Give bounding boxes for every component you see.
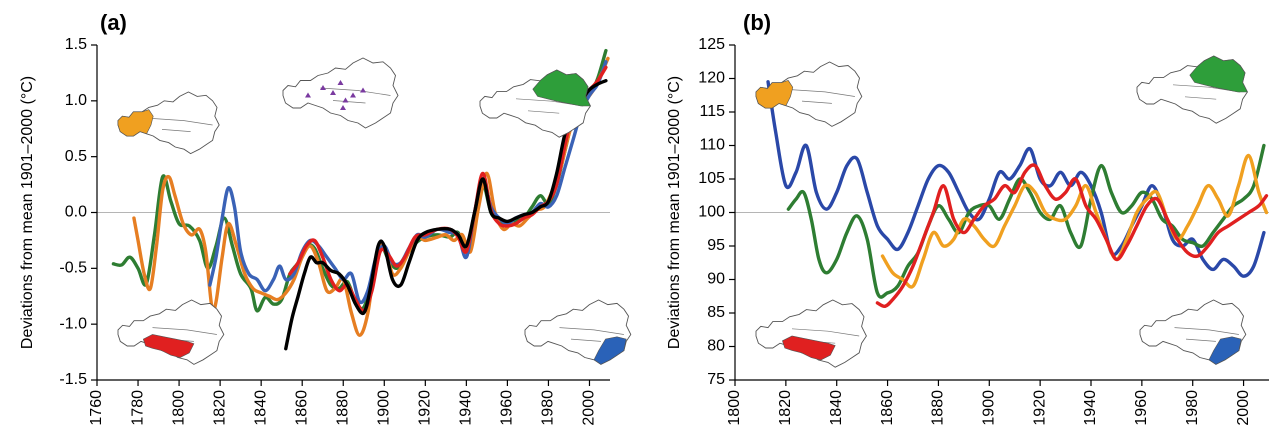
chart-a-y-tick-label: -0.5 xyxy=(59,260,87,277)
chart-b-y-tick-label: 95 xyxy=(707,237,725,254)
chart-b-x-tick-label: 1940 xyxy=(1082,390,1099,426)
chart-a-panel-label: (a) xyxy=(100,10,127,35)
region-map-south-icon xyxy=(755,299,867,368)
chart-b-y-tick-label: 100 xyxy=(698,204,725,221)
region-map-southeast-icon xyxy=(524,299,632,365)
chart-b-x-tick-label: 1920 xyxy=(1031,390,1048,426)
chart-b-y-axis-label: Deviations from mean 1901–2000 (°C) xyxy=(666,76,683,349)
chart-b-y-tick-label: 90 xyxy=(707,271,725,288)
chart-b-y-tick-label: 120 xyxy=(698,70,725,87)
chart-a-y-tick-label: 0.0 xyxy=(65,204,87,221)
station-map-icon xyxy=(282,57,399,129)
chart-a-y-axis-label: Deviations from mean 1901–2000 (°C) xyxy=(19,76,36,349)
chart-a-x-tick-label: 2000 xyxy=(581,390,598,426)
chart-b-y-tick-label: 115 xyxy=(699,103,725,120)
chart-panel-b: (b) 75 80 85 90 95 100 105 110 115 120 125 1800 1820 1… xyxy=(637,0,1274,438)
chart-a-x-tick-label: 1960 xyxy=(499,390,516,426)
chart-a-y-tick-label: 1.5 xyxy=(65,36,87,53)
chart-b-y-tick-label: 85 xyxy=(707,304,725,321)
chart-a-x-tick-label: 1860 xyxy=(293,390,310,426)
chart-b-series-3-line xyxy=(875,163,1269,309)
chart-a-x-tick-label: 1760 xyxy=(88,390,105,426)
chart-b-x-tick-label: 2000 xyxy=(1235,390,1252,426)
chart-b-x-tick-label: 1820 xyxy=(777,390,794,426)
chart-b-svg: (b) 75 80 85 90 95 100 105 110 115 120 125 1800 1820 1… xyxy=(666,10,1269,426)
chart-b-x-tick-label: 1960 xyxy=(1133,390,1150,426)
chart-b-y-tick-label: 105 xyxy=(698,170,725,187)
chart-b-x-tick-label: 1800 xyxy=(726,390,743,426)
chart-b-x-tick-label: 1900 xyxy=(981,390,998,426)
chart-a-y-tick-label: 1.0 xyxy=(65,92,87,109)
region-map-southeast-icon xyxy=(1139,299,1247,365)
chart-a-y-tick-label: -1.5 xyxy=(59,371,87,388)
chart-a-x-tick-label: 1780 xyxy=(129,390,146,426)
chart-a-x-tick-label: 1980 xyxy=(540,390,557,426)
chart-a-svg: (a) -1.5 -1.0 -0.5 0.0 0.5 1.0 1.5 1760 1780 1800 1… xyxy=(19,10,632,426)
chart-b-x-tick-label: 1840 xyxy=(828,390,845,426)
chart-b-x-tick-label: 1880 xyxy=(930,390,947,426)
region-map-south-icon xyxy=(117,299,225,365)
chart-b-y-tick-label: 80 xyxy=(707,338,725,355)
chart-a-series-4-line xyxy=(284,79,608,351)
chart-a-x-tick-label: 1880 xyxy=(334,390,351,426)
chart-b-x-tick-label: 1860 xyxy=(879,390,896,426)
chart-b-y-tick-label: 110 xyxy=(699,137,725,154)
chart-a-x-tick-label: 1900 xyxy=(375,390,392,426)
region-map-northeast-icon xyxy=(479,69,591,138)
chart-a-x-tick-label: 1840 xyxy=(252,390,269,426)
chart-a-series-1-line xyxy=(132,56,610,338)
chart-panel-a: (a) -1.5 -1.0 -0.5 0.0 0.5 1.0 1.5 1760 1780 1800 1… xyxy=(19,10,632,426)
chart-b-y-tick-label: 125 xyxy=(698,36,725,53)
region-map-west-icon xyxy=(117,91,220,155)
chart-a-y-tick-label: 0.5 xyxy=(65,148,87,165)
chart-b-x-tick-label: 1980 xyxy=(1184,390,1201,426)
chart-b-y-tick-label: 75 xyxy=(707,371,725,388)
chart-a-y-tick-label: -1.0 xyxy=(59,315,87,332)
region-map-northeast-icon xyxy=(1136,55,1248,124)
chart-b-panel-label: (b) xyxy=(743,10,771,35)
chart-a-x-tick-label: 1940 xyxy=(458,390,475,426)
chart-a-x-tick-label: 1800 xyxy=(170,390,187,426)
chart-a-x-tick-label: 1920 xyxy=(417,390,434,426)
region-map-west-icon xyxy=(755,61,863,127)
chart-a-x-tick-label: 1820 xyxy=(211,390,228,426)
chart-b-series-2-line xyxy=(880,153,1269,289)
